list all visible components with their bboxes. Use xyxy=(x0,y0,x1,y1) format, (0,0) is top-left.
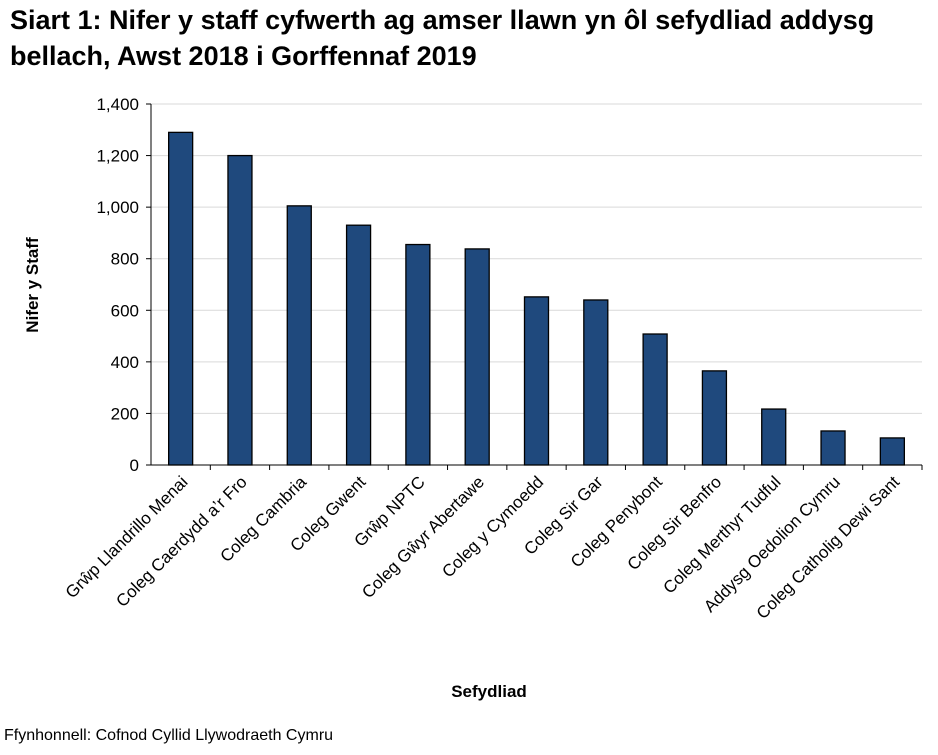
bar xyxy=(405,243,431,466)
bar xyxy=(464,248,490,466)
y-tick-label: 1,400 xyxy=(96,95,139,114)
bar xyxy=(168,131,194,466)
bar xyxy=(345,224,372,466)
bar xyxy=(583,299,609,466)
x-tick-label: Coleg y Cymoedd xyxy=(438,472,547,581)
y-tick-label: 400 xyxy=(111,353,139,372)
bar xyxy=(523,296,550,466)
bar xyxy=(879,437,905,466)
x-axis-title: Sefydliad xyxy=(451,682,527,701)
bar xyxy=(642,333,668,466)
bar xyxy=(286,205,312,466)
x-tick-label: Coleg Merthyr Tudful xyxy=(660,472,785,597)
bar xyxy=(820,430,846,466)
bar xyxy=(701,370,728,466)
chart-title: Siart 1: Nifer y staff cyfwerth ag amser… xyxy=(10,5,875,71)
y-tick-label: 0 xyxy=(130,456,139,475)
source-note: Ffynhonnell: Cofnod Cyllid Llywodraeth C… xyxy=(4,727,334,744)
y-tick-label: 1,000 xyxy=(96,198,139,217)
y-tick-label: 200 xyxy=(111,404,139,423)
y-tick-label: 800 xyxy=(111,250,139,269)
y-axis-title: Nifer y Staff xyxy=(23,237,42,333)
bar xyxy=(761,408,787,466)
bar xyxy=(227,154,253,466)
y-tick-label: 600 xyxy=(111,301,139,320)
y-tick-label: 1,200 xyxy=(96,147,139,166)
